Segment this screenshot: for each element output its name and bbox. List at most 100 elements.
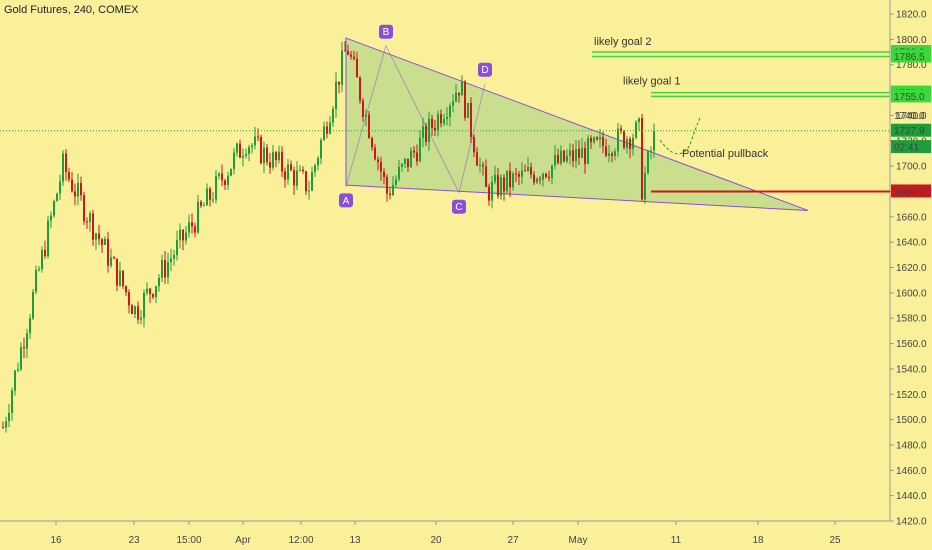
candle-body [431, 118, 433, 128]
candle-body [494, 174, 496, 182]
candle-body [596, 137, 598, 140]
candle-body [635, 122, 637, 138]
candle-body [119, 270, 121, 286]
y-tick-label: 1660.0 [896, 212, 927, 223]
candle-body [110, 257, 112, 266]
candle-body [245, 153, 247, 156]
y-tick-label: 1560.0 [896, 339, 927, 350]
candle-body [95, 233, 97, 240]
candle-body [362, 100, 364, 117]
candle-body [128, 292, 130, 306]
candle-body [143, 292, 145, 318]
candle-body [338, 81, 340, 85]
candle-body [92, 213, 94, 240]
y-tick-label: 1780.0 [896, 60, 927, 71]
candle-body [44, 249, 46, 257]
candle-body [389, 193, 391, 196]
candle-body [209, 188, 211, 200]
support-price-label-box [891, 184, 931, 198]
candle-body [446, 116, 448, 120]
candle-body [455, 92, 457, 102]
candle-body [581, 148, 583, 158]
candle-body [572, 150, 574, 162]
candle-body [605, 146, 607, 156]
candle-body [470, 102, 472, 137]
support-price-label-text: 1680.0 [894, 187, 925, 198]
minor-tick-label: 1740.0 [894, 111, 925, 122]
candle-body [623, 131, 625, 148]
candle-body [440, 114, 442, 124]
y-tick-label: 1620.0 [896, 263, 927, 274]
y-tick-label: 1540.0 [896, 364, 927, 375]
candle-body [437, 114, 439, 131]
y-tick-label: 1820.0 [896, 10, 927, 21]
candle-body [485, 166, 487, 187]
pullback-label: Potential pullback [682, 148, 769, 160]
y-tick-label: 1740.0 [896, 111, 927, 122]
candle-body [305, 171, 307, 192]
candle-body [482, 164, 484, 167]
candle-body [290, 164, 292, 171]
y-tick-label: 1500.0 [896, 415, 927, 426]
candle-body [548, 176, 550, 179]
candle-body [170, 258, 172, 263]
candle-body [74, 191, 76, 197]
candle-body [557, 154, 559, 164]
candle-body [341, 50, 343, 85]
candle-body [89, 213, 91, 222]
candle-body [272, 152, 274, 168]
candle-body [311, 172, 313, 191]
candle-body [11, 390, 13, 413]
candle-body [227, 175, 229, 185]
x-tick-label: 12:00 [288, 535, 313, 546]
candle-body [320, 140, 322, 159]
candle-body [350, 54, 352, 57]
candle-body [359, 77, 361, 101]
candle-body [56, 193, 58, 202]
candle-body [449, 105, 451, 117]
x-tick-label: 23 [128, 535, 140, 546]
candle-body [611, 153, 613, 156]
candle-body [533, 174, 535, 183]
candle-body [626, 138, 628, 148]
candle-body [554, 154, 556, 166]
pattern-point-label: B [383, 27, 390, 38]
candle-body [104, 238, 106, 245]
triangle-pattern [345, 37, 809, 211]
candle-body [23, 347, 25, 349]
candle-body [434, 127, 436, 131]
candle-body [188, 222, 190, 233]
candle-body [14, 370, 16, 391]
candle-body [164, 260, 166, 278]
candle-body [491, 181, 493, 201]
candle-body [599, 137, 601, 140]
candle-body [386, 176, 388, 194]
candle-body [302, 169, 304, 172]
candle-body [347, 51, 349, 55]
candle-body [641, 118, 643, 200]
y-tick-label: 1420.0 [896, 517, 927, 528]
candle-body [173, 255, 175, 259]
candle-body [296, 170, 298, 186]
candle-body [464, 81, 466, 118]
candle-body [113, 257, 115, 259]
candle-body [452, 101, 454, 106]
pattern-point-badge [452, 199, 466, 214]
candle-body [584, 148, 586, 164]
candle-body [131, 305, 133, 315]
candle-body [395, 179, 397, 185]
candle-body [419, 137, 421, 162]
candle-body [53, 201, 55, 216]
pattern-point-badge [379, 24, 393, 39]
candle-body [653, 131, 655, 151]
y-tick-label: 1580.0 [896, 314, 927, 325]
x-tick-label: 25 [829, 535, 841, 546]
x-tick-label: 27 [507, 535, 519, 546]
candle-body [203, 205, 205, 207]
candle-body [365, 114, 367, 117]
x-tick-label: Apr [235, 535, 251, 546]
candle-body [344, 50, 346, 52]
candle-body [401, 163, 403, 167]
candle-body [299, 169, 301, 171]
